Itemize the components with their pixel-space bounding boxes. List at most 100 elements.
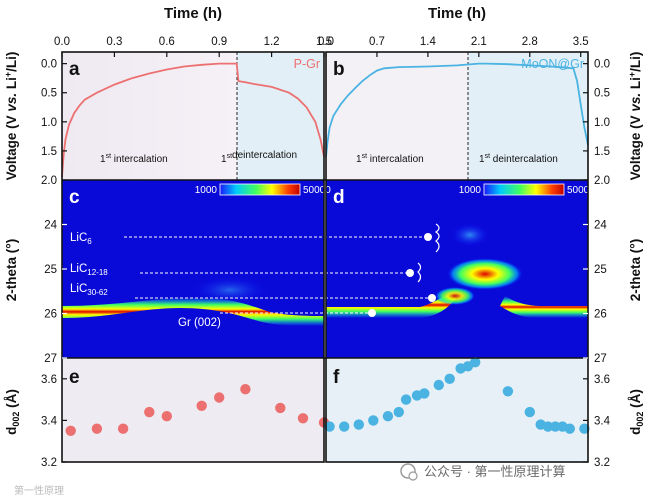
panel-b-top-tick-label-2: 1.4	[420, 36, 437, 48]
panel-f-point-10	[444, 373, 455, 384]
voltage-axis-right: 0.0 0.5 1.0 1.5 2.0	[583, 59, 610, 187]
heatmap-d-blob-main	[447, 258, 523, 290]
panel-a-top-tick-label-2: 0.6	[159, 36, 175, 48]
panel-b-top-tick-label-4: 2.8	[522, 36, 538, 48]
voltage-axis-title-right: Voltage (V vs. Li+/Li)	[627, 52, 643, 181]
panel-letter-a: a	[69, 59, 80, 80]
two-theta-right-tick-label-3: 27	[594, 353, 607, 365]
two-theta-axis-title-right: 2-theta (°)	[628, 239, 643, 301]
panel-letter-b: b	[333, 59, 345, 80]
panel-a-top-tick-label-0: 0.0	[54, 36, 70, 48]
two-theta-right-tick-label-1: 25	[594, 264, 607, 276]
panel-f-point-4	[382, 411, 394, 422]
panel-a-top-tick-label-3: 0.9	[211, 36, 227, 48]
voltage-right-tick-label-2: 1.0	[594, 117, 610, 129]
panel-b-deintercalation-label: 1st deintercalation	[479, 153, 558, 165]
top-axis-title-left: Time (h)	[164, 5, 222, 22]
lic30-marker	[428, 294, 436, 302]
panel-f-point-9	[433, 379, 444, 391]
panel-b-bg	[326, 52, 468, 180]
voltage-right-tick-label-1: 0.5	[594, 88, 610, 100]
panel-b-top-tick-label-5: 3.5	[573, 36, 589, 48]
panel-f-point-8	[419, 388, 430, 399]
two-theta-left-tick-label-1: 25	[44, 264, 57, 276]
panel-e-point-4	[161, 411, 172, 422]
two-theta-left-tick-label-2: 26	[44, 309, 57, 321]
heatmap-c	[62, 276, 324, 326]
colorbar-c-max: 50000	[303, 185, 331, 196]
heatmap-d-band-right	[500, 296, 588, 318]
d002-axis-title-right: d002 (Å)	[628, 389, 645, 435]
panel-f-bg	[326, 358, 588, 462]
d002-left-tick-label-1: 3.4	[41, 415, 58, 427]
panel-a-top-tick-label-5: 1.5	[316, 36, 332, 48]
colorbar-c-min: 1000	[195, 185, 218, 196]
panel-e-points	[65, 384, 330, 436]
panel-a-top-tick-label-1: 0.3	[106, 36, 122, 48]
watermark-right: 公众号 · 第一性原理计算	[400, 463, 566, 481]
heatmap-c-haze	[190, 276, 270, 304]
colorbar-c: 1000 50000	[195, 183, 331, 196]
d002-left-tick-label-0: 3.2	[41, 457, 57, 469]
panel-a-voltage-curve	[61, 62, 325, 178]
panel-f-point-5	[393, 406, 404, 418]
panel-a-bg-right	[237, 52, 324, 180]
two-theta-axis-title-left: 2-theta (°)	[4, 239, 19, 301]
two-theta-left-tick-label-0: 24	[44, 220, 57, 232]
panel-f-point-18	[550, 421, 561, 432]
colorbar-d-max: 50000	[567, 185, 595, 196]
label-gr002: Gr (002)	[178, 317, 221, 329]
left-column-frame	[61, 51, 325, 463]
watermark-left: 第一性原理	[14, 484, 64, 497]
d002-right-tick-label-2: 3.6	[594, 374, 610, 386]
panel-a-title: P-Gr	[294, 57, 320, 71]
heatmap-c-band	[62, 297, 324, 326]
panel-b-top-tick-label-1: 0.7	[369, 36, 385, 48]
lic6-brace	[434, 223, 440, 253]
panel-f-point-17	[542, 421, 554, 432]
panel-e-point-3	[144, 406, 155, 418]
panel-f-point-21	[579, 423, 590, 434]
two-theta-right-tick-label-0: 24	[594, 220, 607, 232]
panel-e-point-2	[117, 423, 129, 434]
voltage-right-tick-label-0: 0.0	[594, 59, 610, 71]
voltage-axis-title-left: Voltage (V vs. Li+/Li)	[3, 52, 19, 181]
d002-right-tick-label-0: 3.2	[594, 457, 610, 469]
lic12-brace	[417, 262, 422, 283]
panel-letter-e: e	[69, 367, 80, 388]
heatmap-d-band	[326, 292, 458, 318]
wechat-icon	[400, 463, 416, 479]
panel-f-point-6	[400, 394, 412, 405]
voltage-left-tick-label-3: 1.5	[41, 146, 57, 158]
panel-f-point-1	[339, 421, 350, 432]
voltage-left-tick-label-2: 1.0	[41, 117, 57, 129]
top-axis-title-right: Time (h)	[428, 5, 486, 22]
panel-f-point-2	[353, 419, 364, 430]
panel-e-point-9	[297, 413, 309, 424]
heatmap-d-blob-low	[435, 287, 475, 305]
panel-f-point-0	[324, 421, 335, 432]
colorbar-d: 1000 50000	[459, 183, 595, 196]
d002-axis-title-left: d002 (Å)	[4, 389, 21, 435]
d002-axis-right: 3.2 3.4 3.6	[583, 374, 611, 469]
panel-f-point-14	[502, 386, 514, 397]
voltage-right-tick-label-4: 2.0	[594, 175, 610, 187]
panel-e-point-5	[196, 400, 207, 411]
d002-left-tick-label-2: 3.6	[41, 374, 57, 386]
panel-b-intercalation-label: 1st intercalation	[356, 153, 424, 165]
two-theta-right-tick-label-2: 26	[594, 309, 607, 321]
panel-e-point-0	[65, 425, 76, 436]
panel-a-deintercalation-label: 1stdeintercalation	[221, 150, 297, 165]
label-lic30-62: LiC30-62	[70, 283, 108, 297]
panel-f-point-20	[564, 423, 575, 434]
panel-b-bg-right	[468, 52, 588, 180]
heatmap-d	[326, 223, 588, 318]
panel-e-point-7	[240, 384, 251, 395]
right-column-frame	[325, 51, 589, 463]
panel-a-top-axis: 0.0 0.3 0.6 0.9 1.2 1.5	[54, 36, 332, 57]
panel-letter-c: c	[69, 187, 80, 208]
two-theta-axis-left: 24 25 26 27	[44, 220, 67, 365]
gr002-marker	[368, 309, 376, 317]
heatmap-d-blob-upper	[450, 223, 490, 247]
wechat-icon-dot	[408, 471, 418, 481]
